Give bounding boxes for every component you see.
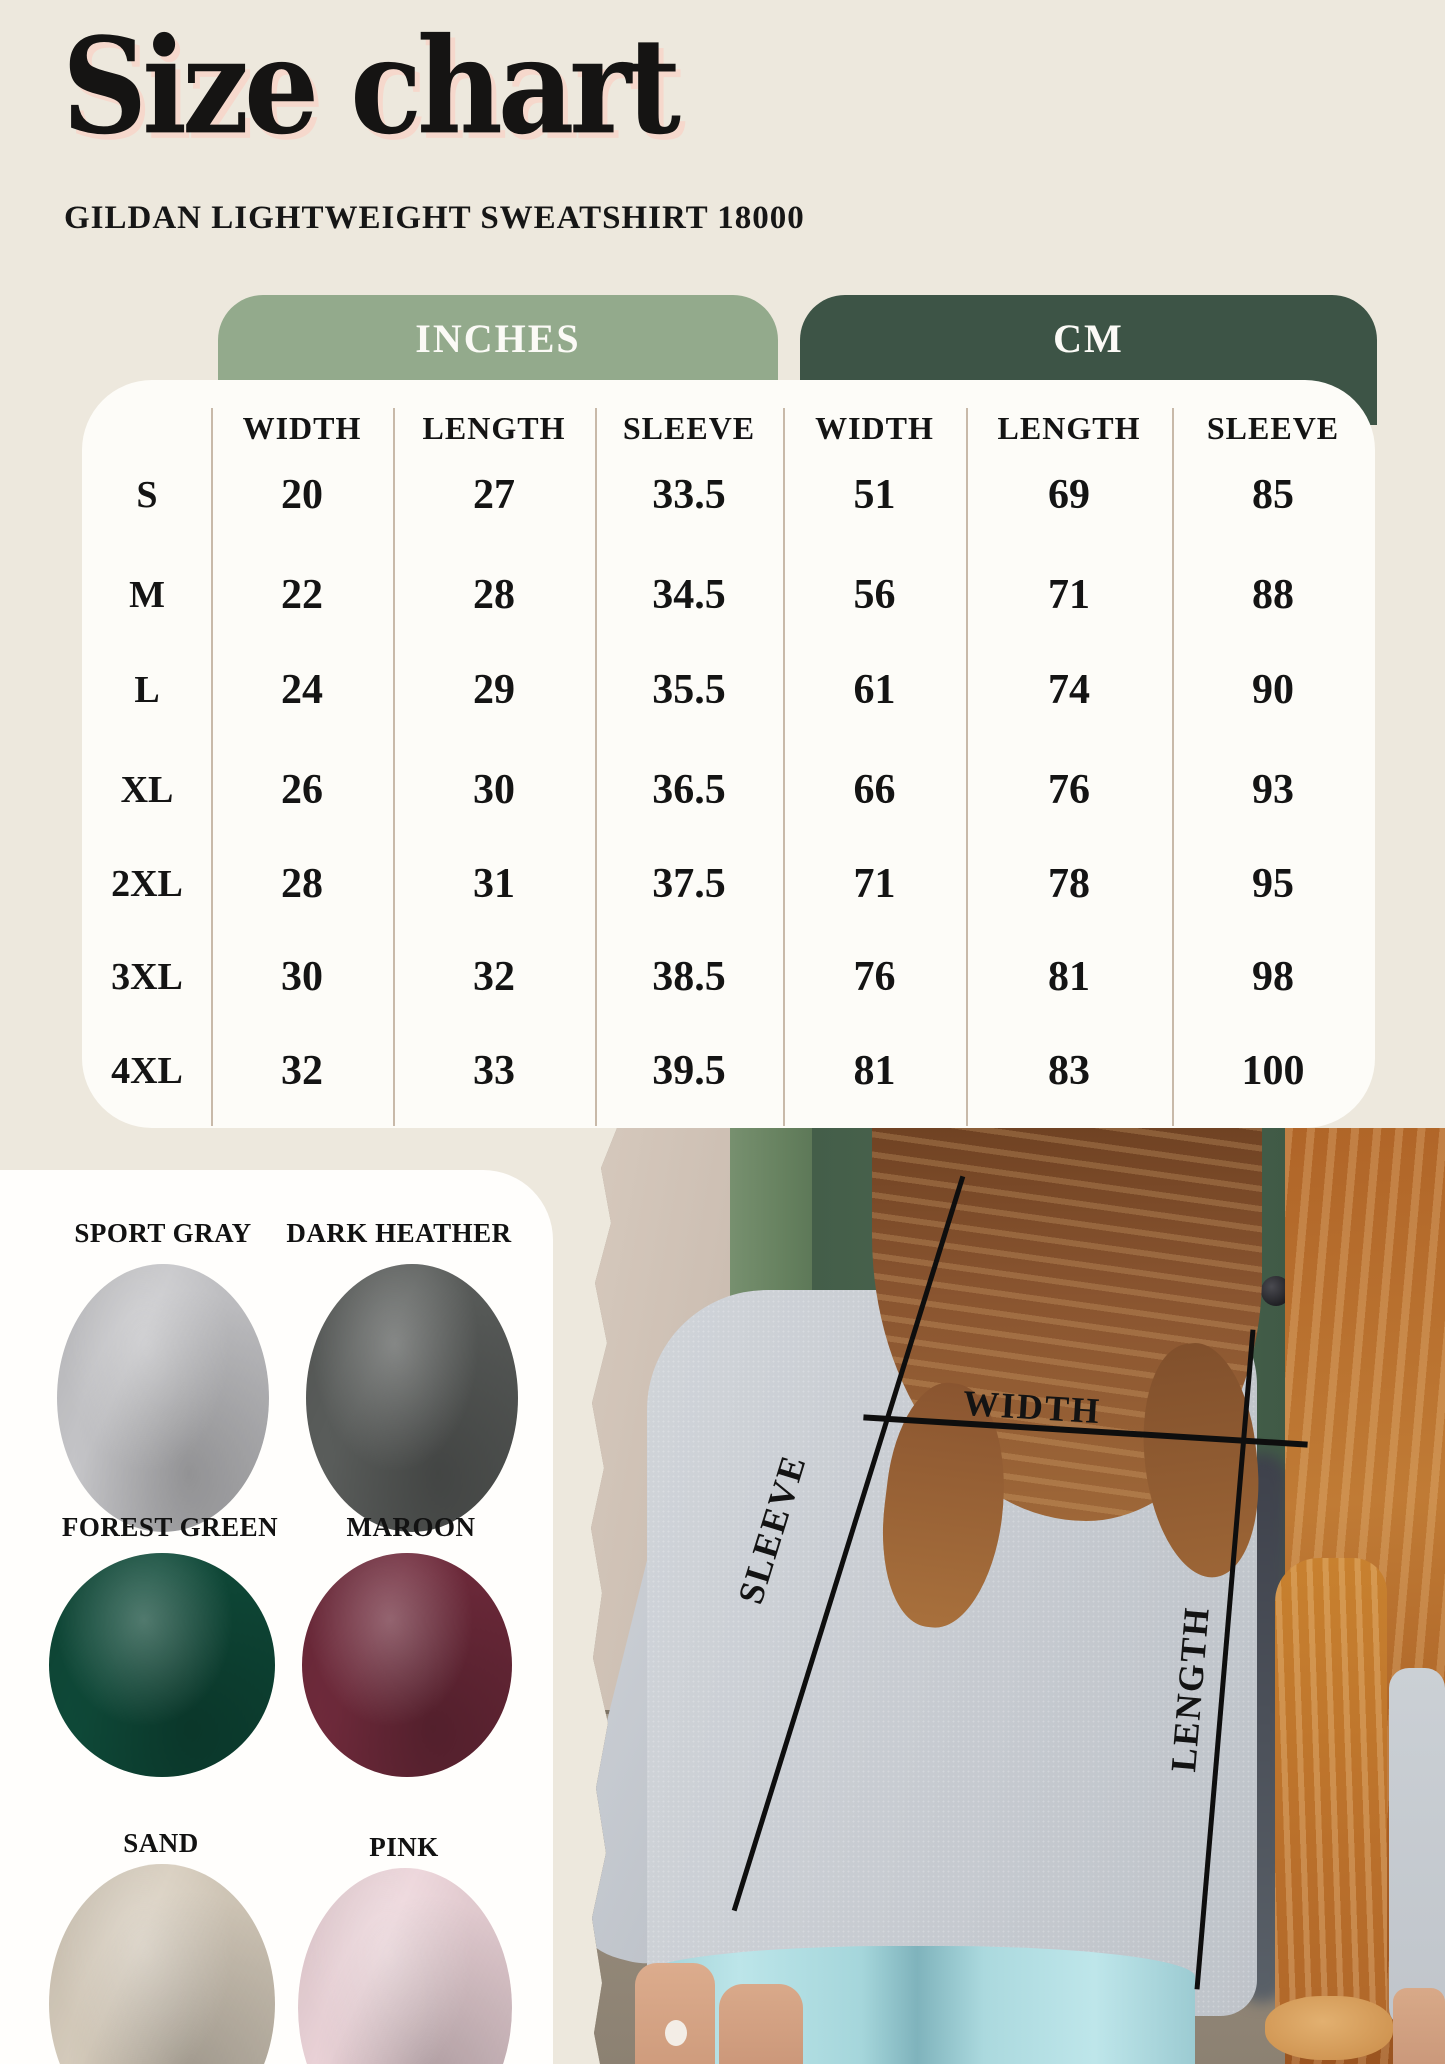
cell-cm-sleeve: 98	[1252, 954, 1294, 1000]
cell-in-length: 29	[473, 667, 515, 713]
table-row: 3XL 30 32 38.5 76 81 98	[82, 947, 1375, 1007]
cell-in-length: 27	[473, 472, 515, 518]
photo-fingernail	[665, 2020, 687, 2046]
tab-cm-label: CM	[1053, 316, 1124, 361]
table-row: S 20 27 33.5 51 69 85	[82, 465, 1375, 525]
cell-cm-width: 71	[853, 861, 896, 907]
cell-in-width: 32	[281, 1048, 323, 1094]
cell-in-sleeve: 36.5	[652, 767, 726, 813]
photo-dog-leg	[1275, 1558, 1387, 2038]
cell-cm-length: 71	[1048, 572, 1090, 618]
column-divider	[211, 408, 213, 1126]
cell-cm-sleeve: 90	[1252, 667, 1294, 713]
swatch-dark-heather	[306, 1264, 518, 1532]
table-row: XL 26 30 36.5 66 76 93	[82, 760, 1375, 820]
tab-inches-label: INCHES	[415, 316, 581, 361]
col-header-cm-width: WIDTH	[815, 410, 934, 446]
photo-left-hand	[635, 1963, 715, 2064]
cell-in-width: 24	[281, 667, 323, 713]
cell-cm-width: 66	[853, 767, 896, 813]
cell-in-sleeve: 38.5	[652, 954, 726, 1000]
cell-in-width: 26	[281, 767, 323, 813]
column-divider	[393, 408, 395, 1126]
swatch-label-pink: PINK	[369, 1832, 439, 1862]
cell-cm-length: 81	[1048, 954, 1090, 1000]
cell-size: 2XL	[111, 863, 183, 905]
cell-cm-sleeve: 93	[1252, 767, 1294, 813]
photo-dog-paw	[1265, 1996, 1393, 2060]
cell-in-length: 28	[473, 572, 515, 618]
col-header-inches-width: WIDTH	[242, 410, 362, 446]
column-divider	[595, 408, 597, 1126]
cell-size: L	[134, 669, 160, 711]
table-row: 2XL 28 31 37.5 71 78 95	[82, 854, 1375, 914]
page-title: Size chart	[62, 8, 681, 164]
photo-model-hair	[872, 1128, 1262, 1521]
cell-cm-length: 78	[1048, 861, 1090, 907]
swatch-label-maroon: MAROON	[346, 1512, 476, 1542]
table-row: M 22 28 34.5 56 71 88	[82, 565, 1375, 625]
column-divider	[783, 408, 785, 1126]
column-divider	[966, 408, 968, 1126]
cell-cm-width: 76	[853, 954, 896, 1000]
cell-cm-width: 81	[853, 1048, 896, 1094]
cell-in-sleeve: 39.5	[652, 1048, 726, 1094]
cell-in-length: 31	[473, 861, 515, 907]
swatch-pink	[298, 1868, 512, 2064]
cell-cm-width: 56	[853, 572, 896, 618]
col-header-cm-sleeve: SLEEVE	[1206, 410, 1340, 446]
table-row: 4XL 32 33 39.5 81 83 100	[82, 1041, 1375, 1101]
cell-size: 3XL	[111, 956, 183, 998]
size-chart-card: WIDTH LENGTH SLEEVE WIDTH LENGTH SLEEVE …	[82, 380, 1375, 1128]
col-header-cm-length: LENGTH	[997, 410, 1141, 446]
photo-right-hand	[1393, 1988, 1445, 2064]
cell-in-sleeve: 37.5	[652, 861, 726, 907]
cell-in-length: 33	[473, 1048, 515, 1094]
cell-in-width: 30	[281, 954, 323, 1000]
cell-cm-length: 76	[1048, 767, 1090, 813]
cell-cm-length: 69	[1048, 472, 1090, 518]
cell-in-width: 22	[281, 572, 323, 618]
swatch-forest-green	[49, 1553, 275, 1777]
cell-cm-sleeve: 95	[1252, 861, 1294, 907]
cell-cm-width: 51	[853, 472, 896, 518]
cell-in-length: 32	[473, 954, 515, 1000]
photo-left-hand	[719, 1984, 803, 2064]
swatch-label-sport-gray: SPORT GRAY	[74, 1218, 252, 1248]
page-subtitle: GILDAN LIGHTWEIGHT SWEATSHIRT 18000	[64, 200, 805, 236]
cell-in-length: 30	[473, 767, 515, 813]
cell-size: XL	[120, 769, 174, 811]
color-swatch-panel: SPORT GRAY DARK HEATHER FOREST GREEN MAR…	[0, 1170, 553, 2064]
cell-in-sleeve: 33.5	[652, 472, 726, 518]
photo-right-sleeve	[1389, 1668, 1445, 2028]
swatch-label-sand: SAND	[123, 1828, 199, 1858]
table-row: L 24 29 35.5 61 74 90	[82, 660, 1375, 720]
cell-cm-width: 61	[853, 667, 896, 713]
cell-size: S	[136, 474, 158, 516]
swatch-label-forest-green: FOREST GREEN	[61, 1512, 279, 1542]
product-photo: WIDTH SLEEVE LENGTH	[591, 1128, 1445, 2064]
cell-in-width: 20	[281, 472, 323, 518]
col-header-inches-sleeve: SLEEVE	[622, 410, 756, 446]
cell-in-sleeve: 34.5	[652, 572, 726, 618]
cell-cm-length: 83	[1048, 1048, 1090, 1094]
swatch-sport-gray	[57, 1264, 269, 1532]
cell-cm-sleeve: 85	[1252, 472, 1294, 518]
swatch-label-dark-heather: DARK HEATHER	[286, 1218, 512, 1248]
swatch-maroon	[302, 1553, 512, 1777]
cell-cm-length: 74	[1048, 667, 1090, 713]
swatch-sand	[49, 1864, 275, 2064]
cell-cm-sleeve: 100	[1241, 1048, 1305, 1094]
col-header-inches-length: LENGTH	[422, 410, 566, 446]
cell-size: M	[129, 574, 165, 616]
cell-cm-sleeve: 88	[1252, 572, 1294, 618]
cell-in-width: 28	[281, 861, 323, 907]
cell-in-sleeve: 35.5	[652, 667, 726, 713]
column-divider	[1172, 408, 1174, 1126]
cell-size: 4XL	[111, 1050, 183, 1092]
